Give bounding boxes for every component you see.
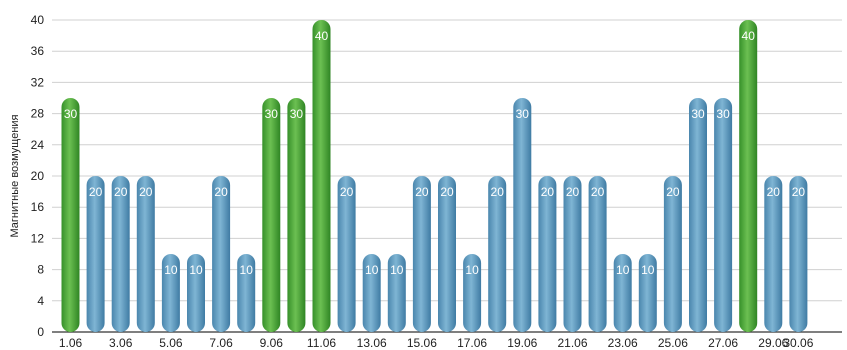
- bar-12.06: [337, 176, 356, 332]
- y-tick-label: 32: [31, 75, 45, 89]
- x-tick-label: 27.06: [708, 336, 738, 350]
- bars: 30 20 20 20 10 10 20 10 30 30 40 20 10 10 20 20 10 20 30 20…: [61, 20, 808, 332]
- x-tick-labels: 1.06 3.06 5.06 7.06 9.06 11.06 13.06 15.06 17.06…: [59, 336, 814, 350]
- x-tick-label: 9.06: [260, 336, 284, 350]
- bar-23.06: [613, 254, 632, 332]
- x-tick-label: 13.06: [357, 336, 387, 350]
- bar-value-label: 10: [240, 263, 254, 277]
- bar-29.06: [764, 176, 783, 332]
- bar-4.06: [136, 176, 155, 332]
- bar-value-label: 20: [214, 185, 228, 199]
- y-tick-label: 12: [31, 231, 45, 245]
- bar-value-label: 30: [265, 107, 279, 121]
- bar-7.06: [212, 176, 231, 332]
- bar-20.06: [538, 176, 557, 332]
- bar-value-label: 10: [390, 263, 404, 277]
- bar-value-label: 30: [691, 107, 705, 121]
- bar-25.06: [663, 176, 682, 332]
- bar-1.06: [61, 98, 80, 332]
- bar-16.06: [438, 176, 456, 332]
- x-tick-label: 29.06: [758, 336, 788, 350]
- bar-30.06: [789, 176, 808, 332]
- bar-27.06: [714, 98, 733, 332]
- y-axis-label: Магнитные возмущения: [9, 114, 21, 237]
- y-tick-label: 16: [31, 200, 45, 214]
- bar-value-label: 20: [767, 185, 781, 199]
- x-tick-label: 21.06: [557, 336, 587, 350]
- bar-6.06: [187, 254, 205, 332]
- bar-value-label: 10: [616, 263, 630, 277]
- bar-value-label: 30: [64, 107, 78, 121]
- bar-value-label: 20: [591, 185, 605, 199]
- bar-value-label: 20: [139, 185, 153, 199]
- bar-21.06: [563, 176, 582, 332]
- bar-value-label: 30: [516, 107, 530, 121]
- bar-10.06: [287, 98, 306, 332]
- bar-value-label: 10: [189, 263, 203, 277]
- bar-14.06: [387, 254, 406, 332]
- bar-value-label: 20: [440, 185, 454, 199]
- x-tick-label: 30.06: [783, 336, 813, 350]
- bar-value-label: 30: [290, 107, 304, 121]
- y-tick-label: 40: [31, 13, 45, 27]
- x-tick-label: 1.06: [59, 336, 83, 350]
- bar-11.06: [312, 20, 331, 332]
- bar-value-label: 20: [415, 185, 429, 199]
- bar-value-label: 20: [491, 185, 505, 199]
- y-tick-labels: 0 4 8 12 16 20 24 28 32 36 40: [31, 13, 45, 339]
- bar-18.06: [488, 176, 507, 332]
- bar-value-label: 30: [716, 107, 730, 121]
- bar-15.06: [412, 176, 431, 332]
- bar-8.06: [237, 254, 256, 332]
- bar-value-label: 20: [541, 185, 555, 199]
- y-tick-label: 36: [31, 44, 45, 58]
- bar-value-label: 20: [666, 185, 680, 199]
- bar-value-label: 40: [315, 29, 329, 43]
- bar-2.06: [86, 176, 105, 332]
- bar-value-label: 20: [566, 185, 580, 199]
- y-tick-label: 24: [31, 138, 45, 152]
- bar-value-label: 10: [641, 263, 655, 277]
- y-tick-label: 20: [31, 169, 45, 183]
- bar-9.06: [262, 98, 281, 332]
- x-tick-label: 19.06: [507, 336, 537, 350]
- bar-value-label: 10: [365, 263, 379, 277]
- bar-26.06: [689, 98, 707, 332]
- x-tick-label: 15.06: [407, 336, 437, 350]
- x-tick-label: 17.06: [457, 336, 487, 350]
- bar-17.06: [463, 254, 482, 332]
- x-tick-label: 5.06: [159, 336, 183, 350]
- bar-value-label: 10: [164, 263, 178, 277]
- bar-3.06: [111, 176, 130, 332]
- y-tick-label: 8: [37, 263, 44, 277]
- bar-value-label: 20: [89, 185, 103, 199]
- y-tick-label: 0: [37, 325, 44, 339]
- x-tick-label: 7.06: [209, 336, 233, 350]
- bar-22.06: [588, 176, 607, 332]
- x-tick-label: 11.06: [307, 336, 336, 350]
- x-tick-label: 3.06: [109, 336, 133, 350]
- y-tick-label: 28: [31, 107, 45, 121]
- bar-value-label: 10: [465, 263, 479, 277]
- bar-value-label: 20: [792, 185, 806, 199]
- y-tick-label: 4: [37, 294, 44, 308]
- bar-28.06: [739, 20, 758, 332]
- bar-value-label: 20: [340, 185, 354, 199]
- bar-value-label: 40: [742, 29, 756, 43]
- x-tick-label: 25.06: [658, 336, 688, 350]
- bar-value-label: 20: [114, 185, 128, 199]
- bar-19.06: [513, 98, 532, 332]
- bar-5.06: [161, 254, 180, 332]
- bar-13.06: [362, 254, 381, 332]
- x-tick-label: 23.06: [608, 336, 638, 350]
- bar-24.06: [638, 254, 657, 332]
